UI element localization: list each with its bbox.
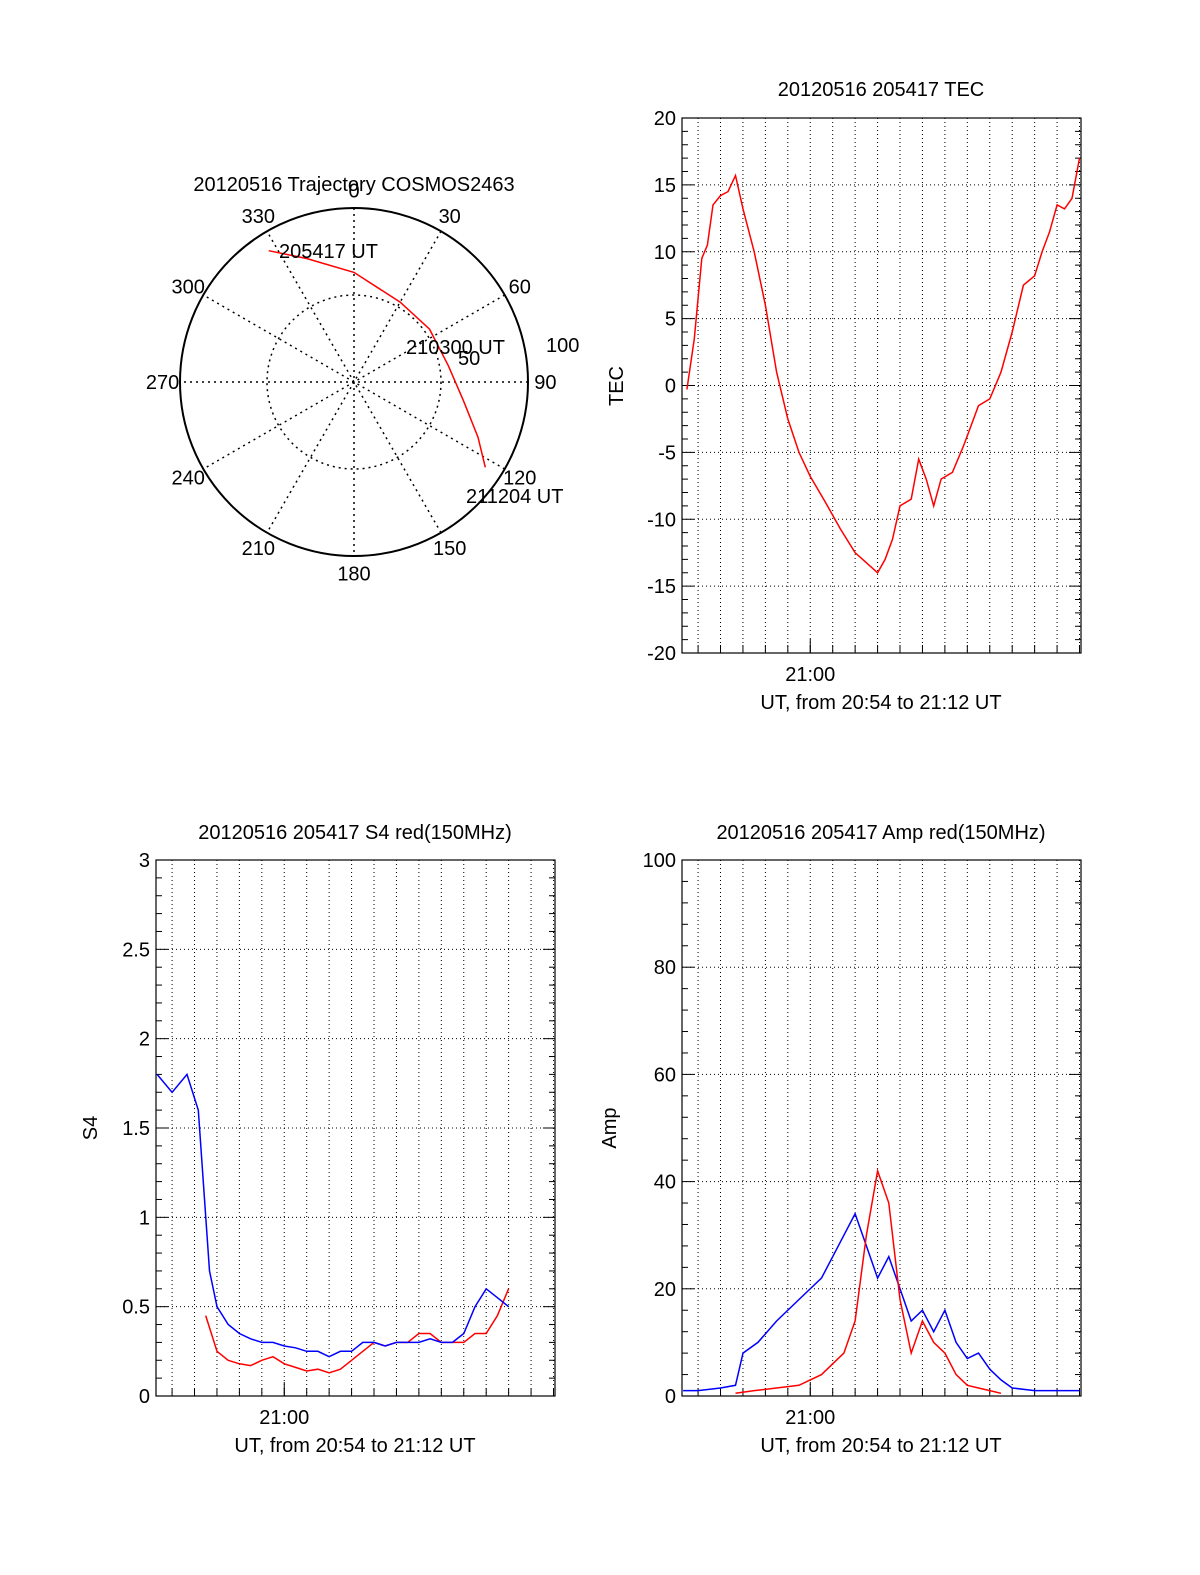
tec-ytick-label: 20 [654, 108, 676, 130]
tec-ytick-label: 5 [665, 309, 676, 331]
amp-ytick-label: 100 [643, 850, 676, 872]
polar-angle-label: 150 [433, 538, 466, 560]
polar-angle-label: 60 [509, 276, 531, 298]
polar-trajectory-line [268, 249, 487, 468]
amp-ytick-label: 20 [654, 1279, 676, 1301]
amp-plot-frame [681, 859, 1082, 1397]
amp-ylabel: Amp [599, 1107, 621, 1148]
amp-ytick-label: 40 [654, 1172, 676, 1194]
s4-ytick-label: 3 [139, 850, 150, 872]
s4-ytick-label: 0 [139, 1386, 150, 1408]
tec-ytick-label: -10 [647, 509, 676, 531]
amp-ytick-label: 60 [654, 1064, 676, 1086]
amp-ytick-label: 80 [654, 957, 676, 979]
tec-xtick-label: 21:00 [785, 664, 835, 686]
s4-plot-frame [155, 859, 556, 1397]
polar-angle-label: 0 [348, 181, 359, 203]
s4-series-1-line [156, 1072, 510, 1358]
polar-annotation-mid: 210300 UT [406, 337, 505, 359]
amp-series-1-line [735, 1167, 1002, 1395]
polar-radial-label-50: 50 [458, 348, 480, 370]
s4-xtick-label: 21:00 [259, 1407, 309, 1429]
tec-ytick-label: -5 [658, 442, 676, 464]
s4-ytick-label: 0.5 [122, 1297, 150, 1319]
polar-inner-ring [266, 294, 442, 470]
polar-angle-label: 330 [242, 206, 275, 228]
amp-panel: 20120516 205417 Amp red(150MHz) Amp UT, … [599, 822, 1082, 1457]
tec-ytick-label: -20 [647, 643, 676, 665]
s4-xlabel: UT, from 20:54 to 21:12 UT [234, 1435, 475, 1457]
polar-angle-label: 90 [534, 372, 556, 394]
tec-plot-frame [681, 117, 1082, 654]
polar-angle-label: 210 [242, 538, 275, 560]
polar-angle-label: 180 [337, 563, 370, 585]
amp-title: 20120516 205417 Amp red(150MHz) [716, 822, 1045, 844]
polar-angle-label: 270 [146, 372, 179, 394]
s4-ytick-label: 1.5 [122, 1118, 150, 1140]
tec-ytick-label: 10 [654, 242, 676, 264]
s4-panel: 20120516 205417 S4 red(150MHz) S4 UT, fr… [80, 822, 556, 1457]
polar-radial-label-100: 100 [546, 335, 579, 357]
polar-angle-label: 120 [503, 468, 536, 490]
tec-xlabel: UT, from 20:54 to 21:12 UT [760, 692, 1001, 714]
tec-title: 20120516 205417 TEC [778, 79, 984, 101]
s4-ytick-label: 2 [139, 1029, 150, 1051]
polar-annotation-end: 211204 UT [466, 486, 563, 508]
amp-ytick-label: 0 [665, 1386, 676, 1408]
s4-series-0-line [204, 1288, 510, 1374]
s4-title: 20120516 205417 S4 red(150MHz) [198, 822, 512, 844]
polar-title: 20120516 Trajectory COSMOS2463 [193, 174, 514, 196]
polar-annotation-start: 205417 UT [279, 241, 378, 263]
tec-ylabel: TEC [606, 366, 628, 406]
tec-series-0-line [686, 157, 1081, 574]
polar-angle-labels: 0 30 60 90 120 150 180 210 240 270 300 330 [146, 181, 557, 586]
amp-xlabel: UT, from 20:54 to 21:12 UT [760, 1435, 1001, 1457]
amp-xtick-label: 21:00 [785, 1407, 835, 1429]
tec-ytick-label: 0 [665, 376, 676, 398]
polar-spoke [266, 230, 442, 534]
polar-angle-label: 30 [439, 206, 461, 228]
s4-ytick-label: 2.5 [122, 939, 150, 961]
polar-panel: 20120516 Trajectory COSMOS2463 0 30 60 90 12… [146, 174, 579, 585]
amp-series-0-line [683, 1211, 1080, 1392]
tec-ytick-label: 15 [654, 175, 676, 197]
polar-spokes [180, 208, 528, 556]
polar-angle-label: 240 [172, 468, 205, 490]
tec-panel: 20120516 205417 TEC TEC UT, from 20:54 t… [606, 79, 1082, 714]
s4-ytick-label: 1 [139, 1207, 150, 1229]
polar-angle-label: 300 [172, 276, 205, 298]
s4-ylabel: S4 [80, 1116, 102, 1140]
tec-ytick-label: -15 [647, 576, 676, 598]
